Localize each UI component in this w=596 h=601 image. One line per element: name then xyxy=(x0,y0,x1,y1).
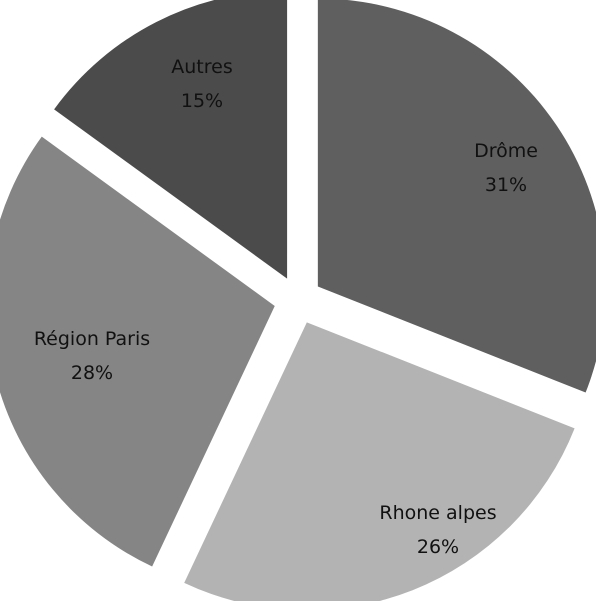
slice-percent-label: 15% xyxy=(181,90,223,112)
slice-percent-label: 31% xyxy=(485,174,527,196)
pie-slice-drôme xyxy=(317,0,596,393)
slice-percent-label: 28% xyxy=(71,362,113,384)
slice-category-label: Région Paris xyxy=(34,328,150,350)
slice-percent-label: 26% xyxy=(417,536,459,558)
pie-slice-rhone-alpes xyxy=(184,322,575,601)
slice-category-label: Rhone alpes xyxy=(379,502,496,524)
pie-slice-région-paris xyxy=(0,136,275,567)
slice-label: Région Paris 28% xyxy=(34,328,150,384)
pie-slice-autres xyxy=(54,0,288,279)
slice-category-label: Autres xyxy=(171,56,232,78)
slice-label: Autres 15% xyxy=(171,56,232,112)
slice-label: Rhone alpes 26% xyxy=(379,502,496,558)
slice-category-label: Drôme xyxy=(474,140,538,162)
slice-label: Drôme 31% xyxy=(474,140,538,196)
slice-labels: Drôme 31% Rhone alpes 26% Région Paris 28% Aut… xyxy=(34,56,538,558)
